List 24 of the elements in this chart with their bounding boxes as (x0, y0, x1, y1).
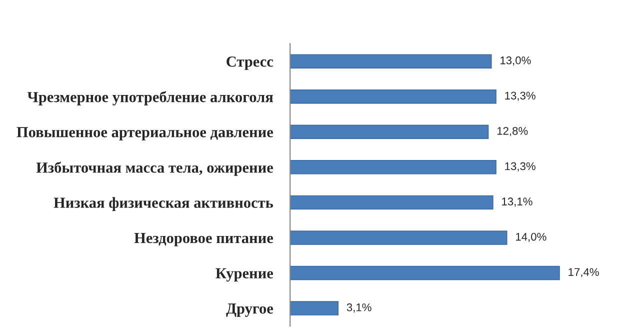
bar (290, 195, 494, 210)
y-tick-label: Стресс (226, 56, 274, 70)
bar (290, 124, 489, 140)
bar (290, 301, 338, 316)
y-tick-label: Повышенное артериальное давление (16, 127, 274, 140)
bar (290, 54, 492, 68)
data-label: 13,1% (502, 198, 532, 207)
y-tick-label: Другое (226, 304, 274, 317)
y-tick-label: Нездоровое питание (134, 233, 274, 246)
bar (290, 266, 560, 280)
y-tick-label: Чрезмерное употребление алкоголя (27, 91, 274, 106)
data-label: 13,3% (505, 162, 536, 172)
data-label: 12,8% (497, 126, 528, 136)
data-label: 13,0% (500, 56, 531, 66)
bar (290, 160, 496, 174)
bar (290, 230, 508, 245)
y-tick-label: Избыточная масса тела, ожирение (36, 162, 274, 176)
bar (290, 89, 496, 104)
data-label: 3,1% (346, 303, 372, 313)
data-label: 17,4% (568, 268, 599, 278)
y-tick-label: Низкая физическая активность (54, 197, 274, 211)
data-label: 14,0% (516, 232, 546, 242)
data-label: 13,3% (505, 92, 536, 101)
y-tick-label: Курение (216, 268, 274, 282)
